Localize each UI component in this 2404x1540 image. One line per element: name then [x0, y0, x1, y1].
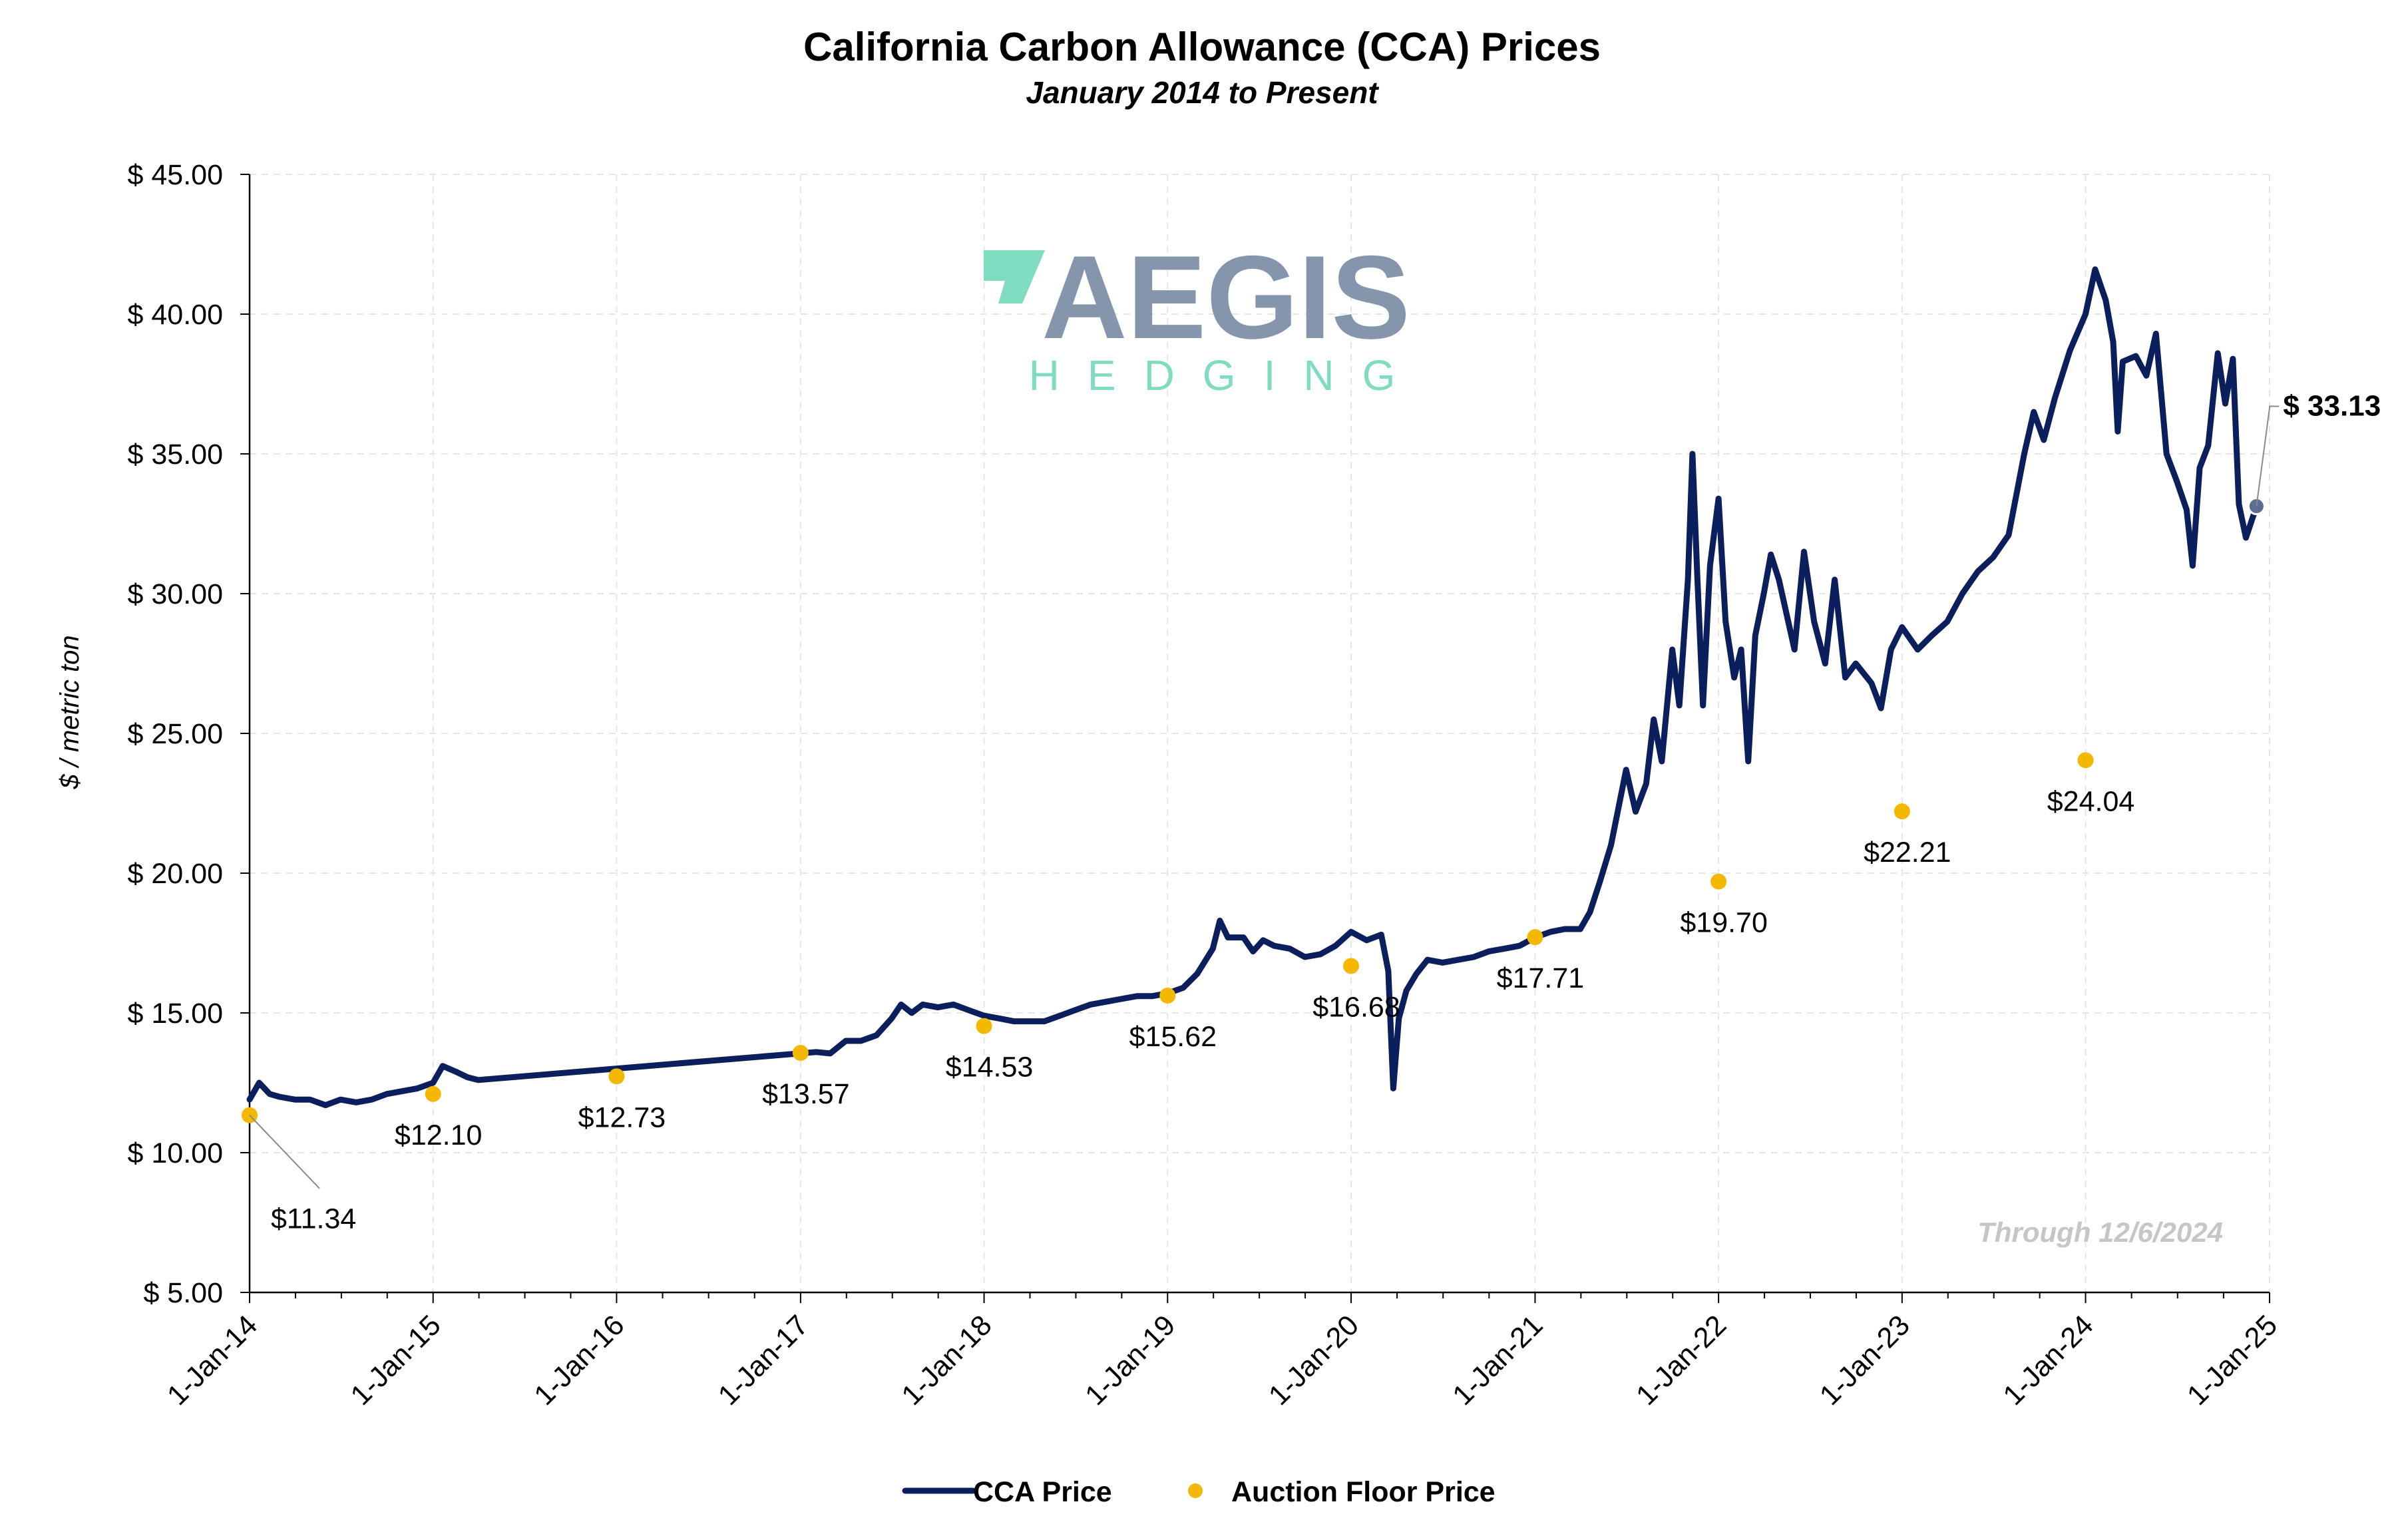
x-tick-label: 1-Jan-18: [896, 1309, 998, 1412]
y-tick-label: $ 10.00: [128, 1137, 223, 1169]
logo-mark-icon: [984, 250, 1045, 303]
y-tick-label: $ 45.00: [128, 159, 223, 191]
y-tick-label: $ 40.00: [128, 299, 223, 331]
x-tick-label: 1-Jan-25: [2181, 1309, 2284, 1412]
auction-floor-label: $12.10: [395, 1119, 483, 1151]
y-tick-label: $ 20.00: [128, 858, 223, 890]
x-tick-label: 1-Jan-20: [1263, 1309, 1365, 1412]
aegis-hedging-logo: AEGIS HEDGING: [984, 231, 1424, 399]
auction-floor-label: $12.73: [578, 1101, 666, 1133]
auction-floor-label: $17.71: [1497, 962, 1585, 994]
legend-dot-swatch: [1188, 1483, 1203, 1498]
x-tick-label: 1-Jan-23: [1814, 1309, 1916, 1412]
chart-subtitle: January 2014 to Present: [1026, 75, 1378, 110]
auction-floor-label: $19.70: [1680, 907, 1768, 939]
x-tick-label: 1-Jan-15: [345, 1309, 447, 1412]
auction-floor-label: $11.34: [271, 1203, 356, 1235]
series: [242, 266, 2266, 1123]
gridlines: [250, 174, 2270, 1292]
logo-tagline: HEDGING: [1029, 351, 1424, 399]
auction-floor-label: $16.68: [1312, 991, 1400, 1023]
auction-floor-point: [976, 1018, 992, 1034]
auction-floor-point: [2077, 752, 2094, 769]
legend-dot-label: Auction Floor Price: [1231, 1476, 1496, 1508]
y-axis-label: $ / metric ton: [55, 635, 85, 789]
x-tick-label: 1-Jan-14: [161, 1309, 264, 1412]
auction-floor-leader: [249, 1115, 320, 1189]
auction-floor-label: $22.21: [1864, 837, 1951, 868]
latest-value-leader: [2256, 405, 2280, 506]
auction-floor-label: $13.57: [762, 1078, 850, 1110]
auction-floor-point: [792, 1045, 809, 1061]
auction-floor-point: [1710, 873, 1727, 890]
latest-value-label: $ 33.13: [2283, 390, 2381, 423]
auction-floor-point: [1894, 803, 1910, 820]
y-tick-label: $ 35.00: [128, 439, 223, 471]
y-tick-label: $ 30.00: [128, 578, 223, 610]
data-labels: $ 33.13 $11.34 $12.10 $12.73 $13.57 $14.53 $15…: [249, 390, 2381, 1235]
auction-floor-point: [1342, 958, 1359, 974]
x-tick-label: 1-Jan-24: [1997, 1309, 2100, 1412]
y-tick-label: $ 5.00: [143, 1277, 223, 1309]
chart-title: California Carbon Allowance (CCA) Prices: [803, 25, 1601, 69]
x-tick-label: 1-Jan-21: [1447, 1309, 1549, 1412]
x-tick-label: 1-Jan-22: [1630, 1309, 1732, 1412]
x-tick-label: 1-Jan-16: [528, 1309, 631, 1412]
auction-floor-point: [425, 1085, 441, 1102]
x-tick-label: 1-Jan-17: [712, 1309, 815, 1412]
auction-floor-point: [608, 1068, 625, 1085]
through-date-note: Through 12/6/2024: [1977, 1217, 2223, 1248]
auction-floor-point: [1527, 929, 1543, 946]
y-tick-label: $ 25.00: [128, 718, 223, 750]
logo-wordmark: AEGIS: [1042, 231, 1410, 363]
legend-line-label: CCA Price: [973, 1476, 1112, 1508]
x-tick-label: 1-Jan-19: [1079, 1309, 1181, 1412]
auction-floor-point: [1159, 987, 1176, 1004]
auction-floor-label: $15.62: [1129, 1021, 1217, 1053]
auction-floor-label: $14.53: [946, 1052, 1034, 1083]
auction-floor-label: $24.04: [2047, 785, 2135, 817]
legend: CCA Price Auction Floor Price: [902, 1476, 1496, 1508]
y-tick-label: $ 15.00: [128, 998, 223, 1030]
